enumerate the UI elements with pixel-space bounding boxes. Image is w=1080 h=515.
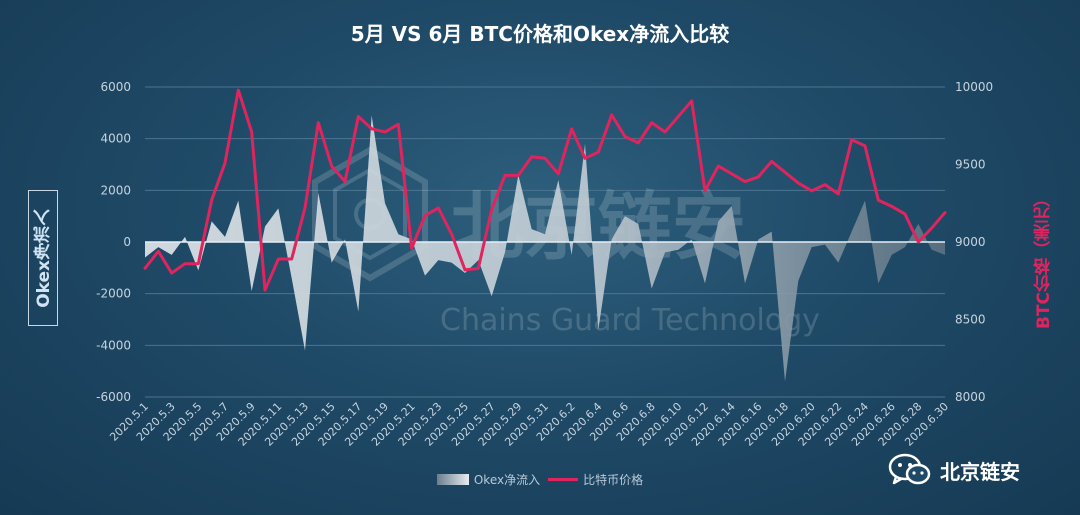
legend-swatch-area — [436, 474, 469, 485]
area-inflow — [145, 115, 945, 382]
right-axis-title: BTC价格（美元） — [1033, 190, 1054, 330]
left-tick-label: 4000 — [100, 132, 131, 146]
right-tick-label: 8500 — [955, 313, 986, 327]
chart-title: 5月 VS 6月 BTC价格和Okex净流入比较 — [350, 22, 730, 46]
right-tick-label: 9000 — [955, 235, 986, 249]
right-tick-label: 9500 — [955, 158, 986, 172]
line-series — [143, 88, 947, 292]
right-tick-label: 8000 — [955, 390, 986, 404]
area-series — [145, 115, 945, 382]
right-axis-title-box: BTC价格（美元） — [1028, 170, 1058, 350]
left-axis-ticks: 6000 4000 2000 0 -2000 -4000 -6000 — [96, 80, 131, 404]
brand-name: 北京链安 — [940, 459, 1020, 484]
legend-swatch-line — [548, 478, 579, 481]
brand-badge: 北京链安 — [888, 452, 1020, 488]
left-tick-label: -2000 — [96, 287, 131, 301]
x-axis-ticks: 2020.5.12020.5.32020.5.52020.5.72020.5.9… — [107, 400, 951, 449]
line-btc-price — [143, 88, 947, 292]
left-tick-label: 0 — [123, 235, 131, 249]
left-tick-label: 6000 — [100, 80, 131, 94]
legend-label-inflow: Okex净流入 — [473, 473, 541, 487]
left-tick-label: -4000 — [96, 338, 131, 352]
legend-label-price: 比特币价格 — [583, 473, 644, 487]
wechat-icon — [888, 453, 931, 485]
legend-item-price: 比特币价格 — [548, 471, 643, 488]
legend: Okex净流入 比特币价格 — [0, 471, 1080, 488]
left-tick-label: -6000 — [96, 390, 131, 404]
grid-lines — [145, 86, 945, 398]
right-tick-label: 10000 — [955, 80, 993, 94]
legend-item-inflow: Okex净流入 — [436, 471, 541, 488]
right-axis-ticks: 10000 9500 9000 8500 8000 — [955, 80, 993, 404]
left-tick-label: 2000 — [100, 183, 131, 197]
watermark-sub: Chains Guard Technology — [440, 303, 820, 338]
left-axis-title: Okex净流入 — [33, 208, 54, 308]
left-axis-title-box: Okex净流入 — [28, 190, 58, 326]
